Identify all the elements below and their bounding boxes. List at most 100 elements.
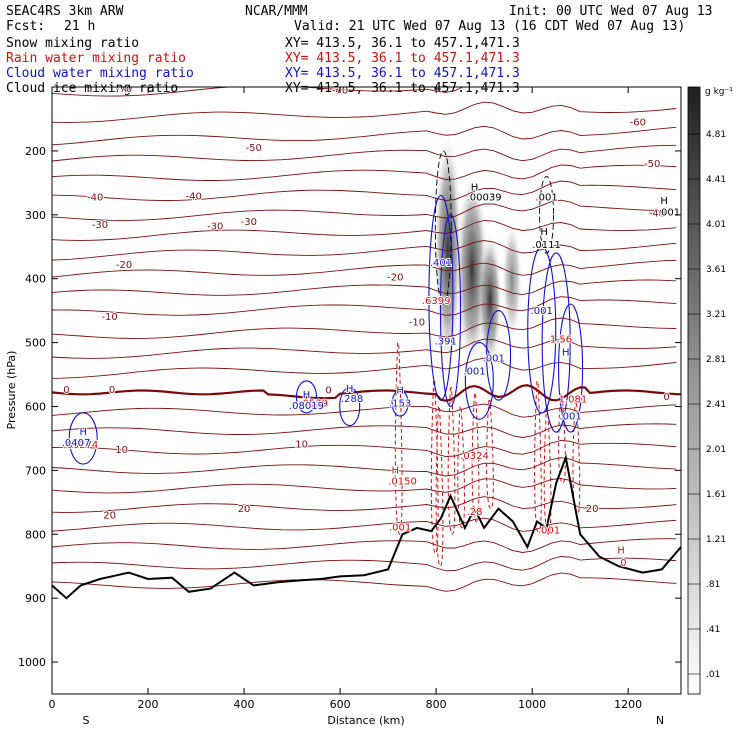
rain-contour: [534, 380, 542, 535]
cloud-water-label: H: [396, 386, 404, 397]
snow-contours: [434, 150, 555, 305]
x-axis-label: Distance (km): [327, 714, 404, 727]
y-tick-label: 600: [25, 400, 46, 413]
x-tick-label: 200: [138, 698, 159, 711]
snow-contour: [539, 175, 555, 254]
isotherm-line: [52, 101, 677, 123]
freezing-level: [52, 384, 681, 402]
y-tick-label: 500: [25, 337, 46, 350]
forecast-label: Fcst:: [6, 19, 45, 34]
cloud-water-label: .401: [430, 258, 452, 269]
x-tick-label: 0: [49, 698, 56, 711]
temperature-label: -10: [101, 312, 117, 323]
colorbar-label: 1.21: [706, 535, 726, 545]
rain-label: 0: [620, 558, 626, 569]
rain-contour: [471, 393, 480, 522]
temperature-label: -30: [207, 221, 223, 232]
rain-label: .001: [538, 526, 560, 537]
legend-rain-xy: XY= 413.5, 36.1 to 457.1,471.3: [285, 51, 520, 66]
colorbar-label: 1.61: [706, 490, 726, 500]
snow-shading: [478, 230, 502, 370]
cloud-water-contour: [339, 386, 361, 427]
rain-contour: [430, 380, 439, 554]
temperature-label: -30: [241, 217, 257, 228]
north-end-label: N: [656, 714, 664, 727]
rain-label: .0539: [299, 398, 328, 409]
snow-label: H: [540, 227, 548, 238]
colorbar-label: 2.01: [706, 445, 726, 455]
y-tick-label: 200: [25, 145, 46, 158]
snow-shading: [502, 220, 522, 340]
init-time: Init: 00 UTC Wed 07 Aug 13: [509, 4, 713, 19]
colorbar-label: 4.41: [706, 175, 726, 185]
cloud-water-label: .153: [389, 398, 411, 409]
rain-contour: [447, 387, 456, 535]
isotherm-line: [52, 538, 677, 553]
cloud-water-contour: [68, 412, 98, 465]
isotherm-line: [52, 440, 677, 457]
cloud-water-label: .0407: [62, 438, 91, 449]
contour-labels: -70 -70-60-50-50-40 -40-40-30 -30 -30-20-20-…: [61, 87, 681, 570]
isotherm-line: [52, 240, 677, 261]
plot-frame: [51, 86, 682, 695]
temperature-label: -20: [387, 273, 403, 284]
temperature-label: -40: [185, 191, 201, 202]
legend-cloudwater-xy: XY= 413.5, 36.1 to 457.1,471.3: [285, 66, 520, 81]
cloud-water-label: .288: [341, 394, 363, 405]
isotherm-line: [52, 423, 677, 438]
rain-contours: [394, 342, 581, 567]
temperature-label: 10: [115, 445, 128, 456]
rain-label: H: [617, 545, 625, 556]
cloud-water-contour: [428, 194, 454, 401]
temperature-label: -50: [245, 143, 261, 154]
temperature-isotherms: [52, 87, 677, 592]
colorbar-label: .81: [706, 580, 720, 590]
cloud-water-label: .001: [463, 367, 485, 378]
cloud-water-label: .001: [483, 354, 505, 365]
rain-contour: [435, 406, 444, 567]
temperature-label: -50: [644, 159, 660, 170]
snow-label: H: [471, 183, 479, 194]
rain-contour: [486, 400, 494, 510]
colorbar: [687, 86, 701, 695]
rain-label: 1.56: [550, 335, 572, 346]
rain-contour: [394, 342, 403, 535]
isotherm-line: [52, 296, 677, 316]
x-tick-label: 1000: [518, 698, 546, 711]
cloud-water-contour: [439, 214, 462, 408]
y-tick-label: 300: [25, 209, 46, 222]
cloud-water-contour: [541, 252, 571, 433]
colorbar-label: 2.41: [706, 400, 726, 410]
rain-label: 1.081: [559, 395, 588, 406]
cloud-water-contour: [527, 246, 557, 414]
cloud-water-contour: [391, 389, 409, 417]
temperature-label: 20: [586, 504, 599, 515]
rain-label: .6399: [422, 296, 451, 307]
temperature-label: 10: [295, 439, 308, 450]
snow-label: .001: [658, 207, 680, 218]
y-tick-label: 400: [25, 273, 46, 286]
terrain: [52, 453, 681, 600]
isotherm-line: [52, 572, 677, 592]
isotherm-line: [52, 279, 677, 296]
rain-label: H: [392, 466, 400, 477]
temperature-label: 0: [663, 392, 669, 403]
y-axis-label: Pressure (hPa): [5, 351, 18, 430]
isotherm-line: [52, 259, 677, 278]
rain-contour: [457, 406, 465, 529]
temperature-label: -20: [116, 260, 132, 271]
cloud-water-label: H: [79, 427, 87, 438]
cloud-water-label: H: [303, 390, 311, 401]
snow-contour: [434, 150, 452, 305]
x-tick-label: 400: [234, 698, 255, 711]
isotherm-line: [52, 477, 677, 494]
legend-snow-name: Snow mixing ratio: [6, 36, 139, 51]
cloud-water-label: .001: [531, 306, 553, 317]
legend-rain-name: Rain water mixing ratio: [6, 51, 186, 66]
isotherm-line: [52, 338, 677, 359]
cloud-water-label: .391: [435, 336, 457, 347]
rain-label: .00274: [63, 440, 98, 451]
rain-contour: [543, 406, 552, 535]
colorbar-label: 2.81: [706, 355, 726, 365]
